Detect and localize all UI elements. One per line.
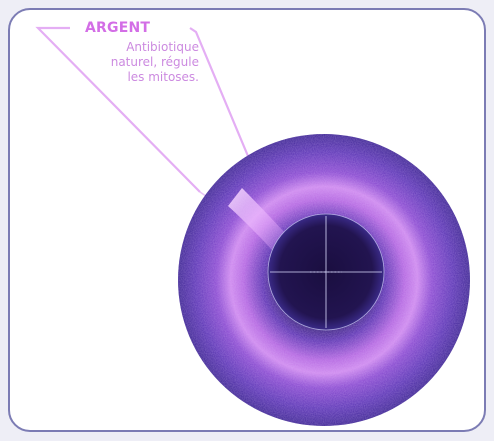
iris-diagram: [35, 26, 470, 426]
figure-frame: ARGENT Antibiotique naturel, régule les …: [8, 8, 486, 432]
caption-line-3: les mitoses.: [127, 70, 199, 84]
caption-line-2: naturel, régule: [110, 55, 199, 69]
crosshair: [270, 216, 382, 328]
caption-line-1: Antibiotique: [126, 40, 199, 54]
label-caption: Antibiotique naturel, régule les mitoses…: [69, 40, 199, 85]
silver-zone-highlight: [228, 188, 288, 250]
label-title: ARGENT: [85, 20, 151, 36]
